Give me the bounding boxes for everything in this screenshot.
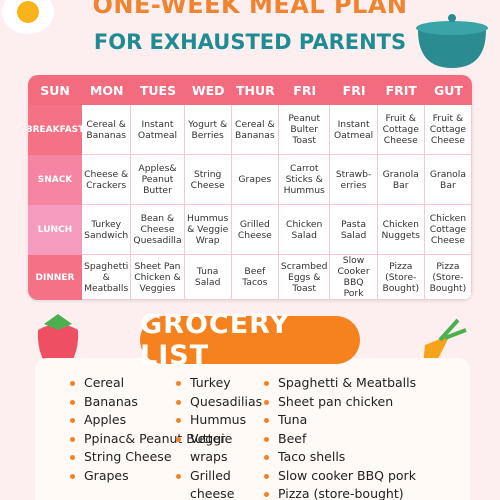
grocery-item: Taco shells — [264, 448, 416, 467]
meal-cell: Carrot Sticks & Hummus — [278, 155, 331, 205]
meal-cell: String Cheese — [184, 155, 232, 205]
meal-cell: Yogurt & Berries — [184, 105, 232, 155]
meal-plan-table: SUN MON TUES WED THUR FRI FRI FRIT GUT BREAKFAST C… — [28, 75, 472, 300]
meal-cell: Pizza (Store-Bought) — [377, 255, 425, 300]
pot — [418, 30, 486, 68]
meal-cell: Chicken Nuggets — [377, 205, 425, 255]
meal-cell: Grilled Cheese — [231, 205, 279, 255]
row-label: LUNCH — [28, 205, 82, 255]
meal-cell: Strawb-erries — [330, 155, 378, 205]
column-header: SUN — [28, 75, 82, 105]
column-header: GUT — [424, 75, 472, 105]
meal-cell: Tuna Salad — [184, 255, 232, 300]
meal-cell: Fruit & Cottage Cheese — [424, 105, 472, 155]
grocery-column: Turkey Quesadilias Hummus Veggie wraps Grill… — [176, 374, 262, 500]
grocery-item: Turkey — [176, 374, 256, 393]
meal-cell: Scrambed Eggs & Toast — [278, 255, 331, 300]
pot-lid — [416, 21, 488, 35]
meal-cell: Granola Bar — [424, 155, 472, 205]
grocery-item: Tuna — [264, 411, 416, 430]
meal-cell: Spaghetti & Meatballs — [82, 255, 132, 300]
subtitle: FOR EXHAUSTED PARENTS — [93, 30, 407, 54]
meal-cell: Cereal & Bananas — [231, 105, 279, 155]
meal-cell: Beef Tacos — [231, 255, 279, 300]
meal-cell: Pasta Salad — [330, 205, 378, 255]
grocery-item: Hummus — [176, 411, 256, 430]
grocery-item: Pizza (store-bought) — [264, 485, 416, 500]
grocery-title: GROCERY LIST — [140, 309, 360, 371]
row-label: SNACK — [28, 155, 82, 205]
meal-cell: Slow Cooker BBQ Pork — [330, 255, 378, 300]
meal-cell: Chicken Salad — [278, 205, 331, 255]
column-header: FRI — [278, 75, 331, 105]
grocery-item: Veggie wraps — [176, 430, 256, 467]
carrot-leaf — [438, 318, 467, 342]
meal-cell: Pizza (Store-Bought) — [424, 255, 472, 300]
grocery-item: Grilled cheese — [176, 467, 256, 500]
pot-knob — [448, 14, 456, 22]
meal-cell: Apples& Peanut Butter — [131, 155, 185, 205]
grocery-column: Spaghetti & Meatballs Sheet pan chicken Tu… — [264, 374, 416, 500]
meal-cell: Cheese & Crackers — [82, 155, 132, 205]
meal-cell: Instant Oatmeal — [330, 105, 378, 155]
column-header: FRI — [330, 75, 378, 105]
meal-cell: Granola Bar — [377, 155, 425, 205]
grocery-item: Cereal — [70, 374, 225, 393]
meal-cell: Cereal & Bananas — [82, 105, 132, 155]
column-header: TUES — [131, 75, 185, 105]
grocery-item: Slow cooker BBQ pork — [264, 467, 416, 486]
grocery-item: Bananas — [70, 393, 225, 412]
grocery-item: Quesadilias — [176, 393, 262, 412]
column-header: THUR — [231, 75, 279, 105]
grocery-item: Beef — [264, 430, 416, 449]
row-label: BREAKFAST — [28, 105, 84, 155]
meal-cell: Bean & Cheese Quesadilla — [131, 205, 185, 255]
row-label: DINNER — [28, 255, 82, 300]
column-header: WED — [184, 75, 232, 105]
grocery-column: Cereal Bananas Apples Ppinac& Peanut Butter… — [70, 374, 225, 485]
meal-cell: Instant Oatmeal — [131, 105, 185, 155]
column-header: MON — [82, 75, 132, 105]
grocery-item: Ppinac& Peanut Butter — [70, 430, 225, 449]
meal-cell: Turkey Sandwich — [82, 205, 132, 255]
grocery-item: Sheet pan chicken — [264, 393, 416, 412]
meal-cell: Grapes — [231, 155, 279, 205]
meal-cell: Peanut Bulter Toast — [278, 105, 331, 155]
meal-cell: Fruit & Cottage Cheese — [377, 105, 425, 155]
strawberry-leaf — [44, 314, 72, 330]
meal-cell: Chicken Cottage Cheese — [424, 205, 472, 255]
grocery-item: String Cheese — [70, 448, 225, 467]
meal-cell: Sheet Pan Chicken & Veggies — [131, 255, 185, 300]
grocery-item: Spaghetti & Meatballs — [264, 374, 416, 393]
egg-yolk — [17, 1, 39, 23]
grocery-item: Grapes — [70, 467, 225, 486]
meal-cell: Hummus & Veggie Wrap — [184, 205, 232, 255]
grocery-card — [35, 358, 470, 500]
column-header: FRIT — [377, 75, 425, 105]
title: ONE-WEEK MEAL PLAN — [92, 0, 408, 19]
grocery-item: Apples — [70, 411, 225, 430]
